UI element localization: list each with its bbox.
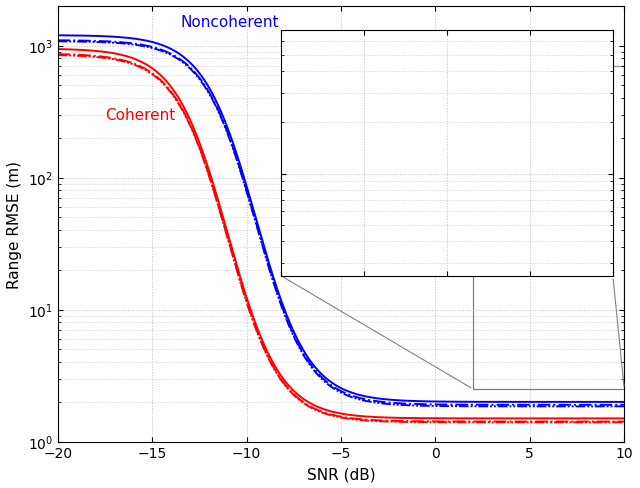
X-axis label: SNR (dB): SNR (dB) <box>307 466 375 481</box>
Y-axis label: Range RMSE (m): Range RMSE (m) <box>7 161 22 288</box>
Text: Coherent: Coherent <box>105 107 175 122</box>
Text: Noncoherent: Noncoherent <box>180 15 279 30</box>
Bar <box>473 67 624 389</box>
